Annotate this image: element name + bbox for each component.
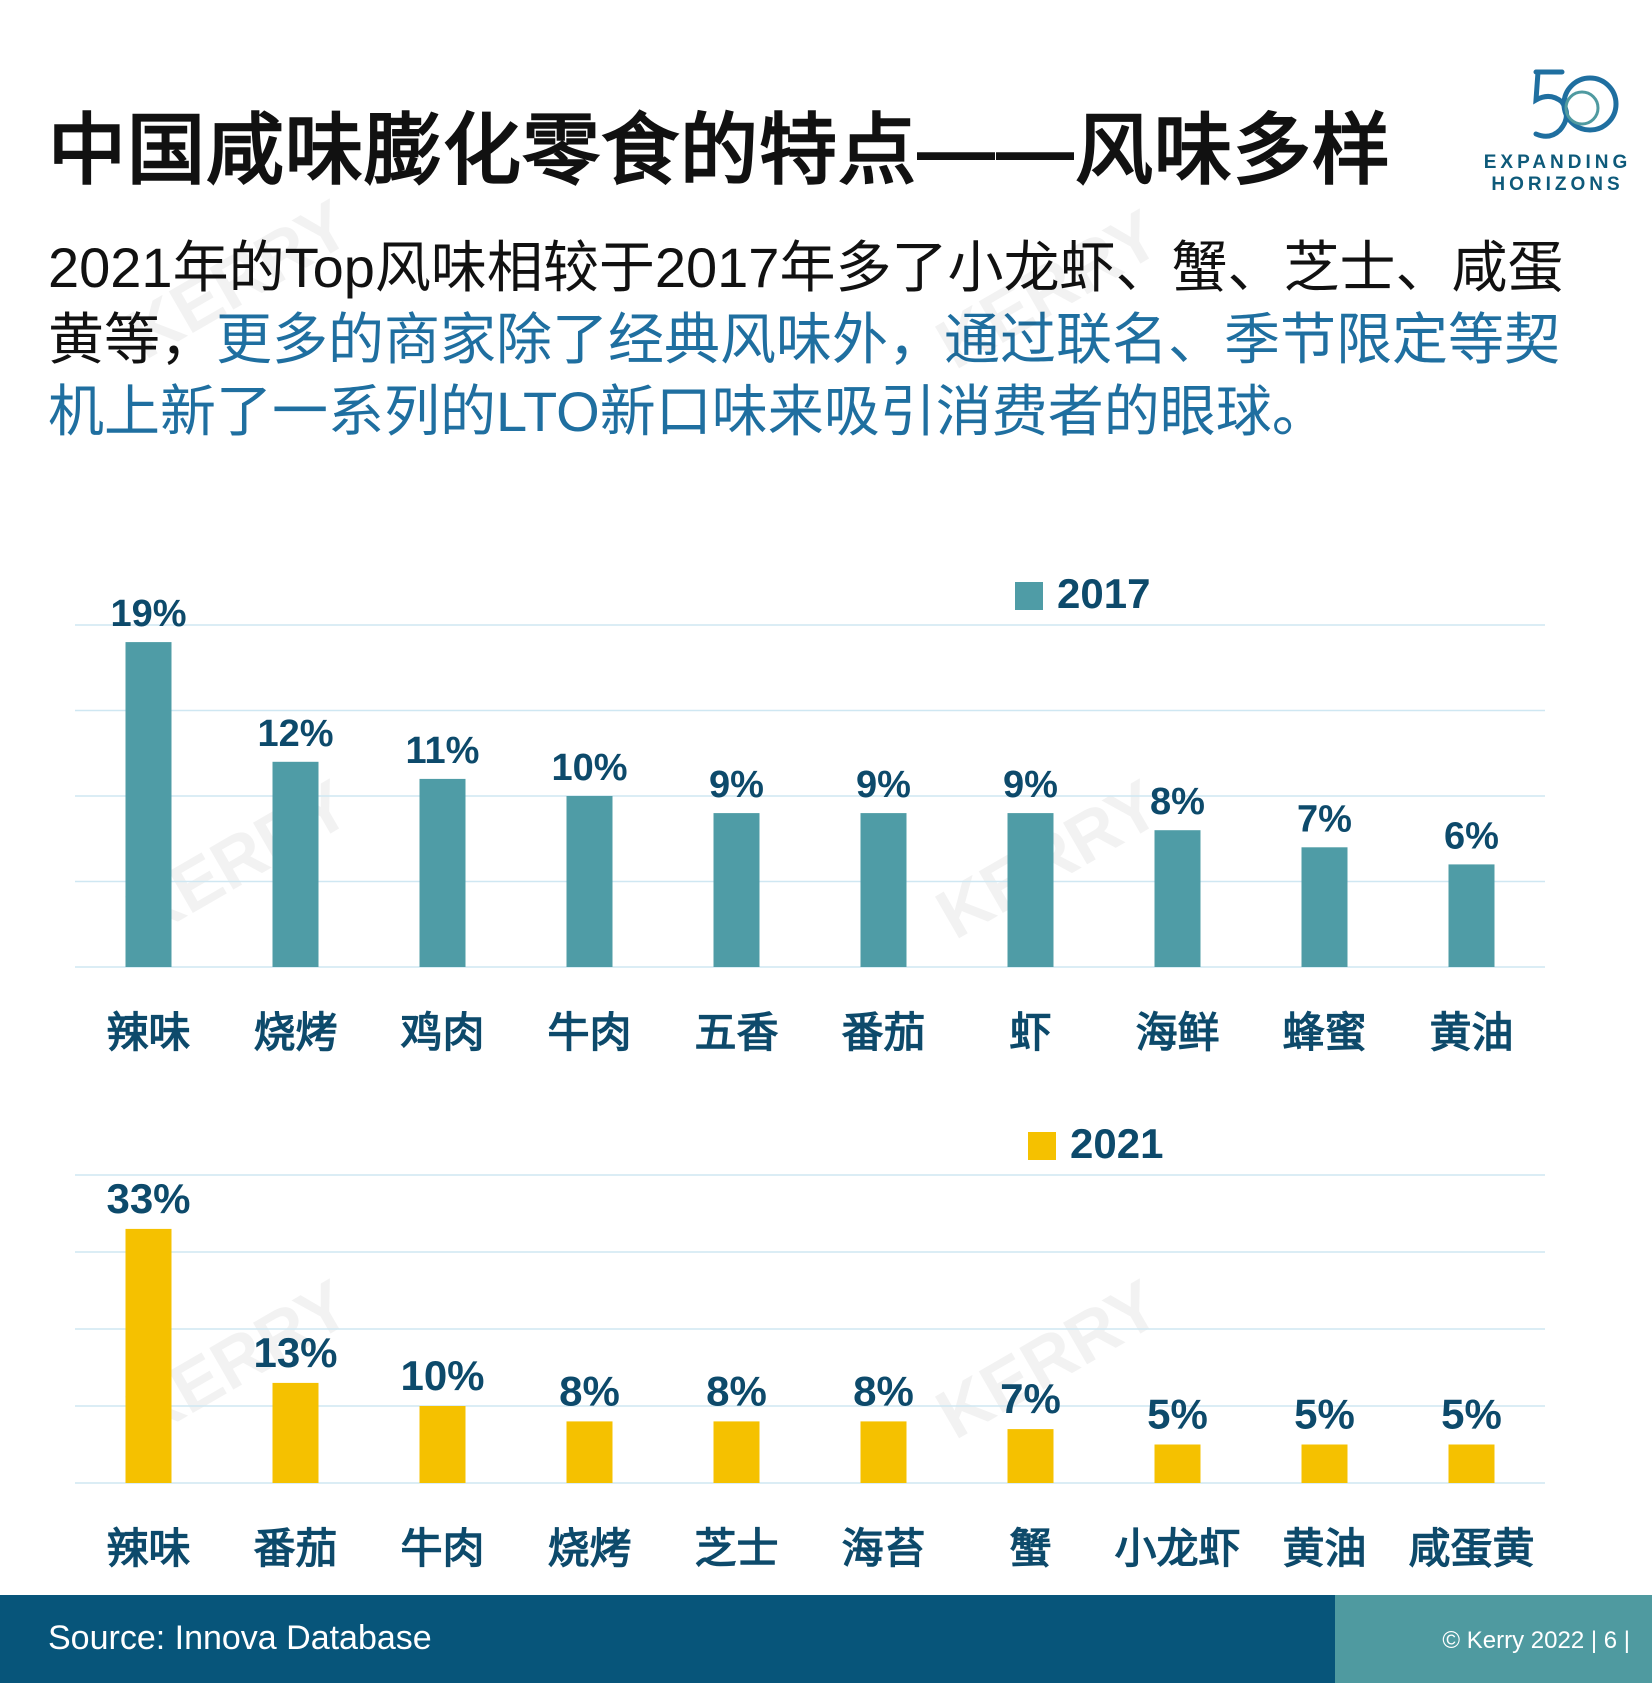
- bar: [1301, 847, 1348, 967]
- category-label: 五香: [694, 1008, 778, 1057]
- category-label: 烧烤: [547, 1524, 631, 1573]
- logo: EXPANDING HORIZONS: [1470, 60, 1645, 200]
- category-label: 番茄: [253, 1524, 337, 1573]
- lead-paragraph: 2021年的Top风味相较于2017年多了小龙虾、蟹、芝士、咸蛋黄等，更多的商家…: [48, 232, 1608, 448]
- data-label: 8%: [853, 1367, 914, 1414]
- category-label: 蜂蜜: [1282, 1008, 1366, 1057]
- bar-charts: KERRYKERRYKERRYKERRYKERRYKERRY201719%辣味1…: [75, 185, 1545, 1573]
- logo-tagline-2: HORIZONS: [1491, 174, 1624, 195]
- category-label: 鸡肉: [400, 1008, 484, 1057]
- logo-tagline-1: EXPANDING: [1483, 152, 1632, 173]
- source-note: Source: Innova Database: [48, 1619, 432, 1657]
- data-label: 10%: [400, 1352, 484, 1399]
- data-label: 11%: [406, 730, 480, 772]
- bar: [1301, 1444, 1348, 1483]
- bar: [125, 642, 172, 967]
- category-label: 番茄: [841, 1008, 925, 1057]
- bar: [125, 1228, 172, 1483]
- logo-50-mark: [1533, 69, 1619, 139]
- data-label: 7%: [1297, 798, 1352, 840]
- watermark-text: KERRY: [924, 195, 1173, 384]
- bar: [1448, 864, 1495, 967]
- bar: [419, 778, 466, 967]
- data-label: 19%: [110, 593, 186, 635]
- data-label: 9%: [709, 764, 764, 806]
- copyright-text: © Kerry 2022 | 6 |: [1442, 1627, 1630, 1654]
- bar: [1007, 813, 1054, 967]
- legend-label: 2021: [1070, 1120, 1163, 1167]
- data-label: 13%: [253, 1329, 337, 1376]
- legend-label: 2017: [1057, 570, 1150, 617]
- bar: [566, 796, 613, 967]
- data-label: 12%: [257, 713, 333, 755]
- data-label: 5%: [1147, 1391, 1208, 1438]
- bar: [1448, 1444, 1495, 1483]
- footer: Source: Innova Database © Kerry 2022 | 6…: [0, 1595, 1652, 1683]
- page-title: 中国咸味膨化零食的特点——风味多样: [48, 106, 1392, 194]
- category-label: 虾: [1009, 1008, 1051, 1057]
- bar: [566, 1421, 613, 1483]
- bar: [272, 1382, 319, 1483]
- category-label: 小龙虾: [1114, 1524, 1240, 1573]
- watermark-text: KERRY: [114, 185, 363, 374]
- footer-right-band: © Kerry 2022 | 6 |: [1335, 1595, 1652, 1683]
- category-label: 牛肉: [400, 1524, 484, 1573]
- bar: [713, 1421, 760, 1483]
- bar: [1154, 830, 1201, 967]
- data-label: 5%: [1294, 1391, 1355, 1438]
- category-label: 辣味: [106, 1008, 190, 1057]
- data-label: 6%: [1444, 815, 1499, 857]
- data-label: 7%: [1000, 1375, 1061, 1422]
- data-label: 10%: [551, 747, 627, 789]
- legend-swatch: [1015, 582, 1043, 610]
- lead-highlight-text: 更多的商家除了经典风味外，通过联名、季节限定等契机上新了一系列的LTO新口味来吸…: [48, 308, 1560, 443]
- category-label: 海鲜: [1135, 1008, 1219, 1057]
- category-label: 蟹: [1009, 1524, 1051, 1573]
- data-label: 9%: [856, 764, 911, 806]
- category-label: 黄油: [1429, 1008, 1513, 1057]
- data-label: 33%: [106, 1175, 190, 1222]
- category-label: 牛肉: [547, 1008, 631, 1057]
- data-label: 8%: [559, 1367, 620, 1414]
- watermark-text: KERRY: [924, 1265, 1173, 1454]
- category-label: 辣味: [106, 1524, 190, 1573]
- category-label: 咸蛋黄: [1408, 1524, 1534, 1573]
- bar: [272, 761, 319, 967]
- bar: [860, 813, 907, 967]
- data-label: 8%: [1150, 781, 1205, 823]
- category-label: 芝士: [694, 1524, 778, 1573]
- legend-swatch: [1028, 1132, 1056, 1160]
- bar: [860, 1421, 907, 1483]
- data-label: 9%: [1003, 764, 1058, 806]
- bar: [1007, 1429, 1054, 1483]
- bar: [419, 1406, 466, 1483]
- data-label: 5%: [1441, 1391, 1502, 1438]
- footer-left-band: Source: Innova Database: [0, 1595, 1335, 1683]
- bar: [1154, 1444, 1201, 1483]
- bar: [713, 813, 760, 967]
- category-label: 烧烤: [253, 1008, 337, 1057]
- category-label: 海苔: [841, 1524, 925, 1573]
- category-label: 黄油: [1282, 1524, 1366, 1573]
- data-label: 8%: [706, 1367, 767, 1414]
- lead-plain-text: 2021年的Top风味相较于2017年多了小龙虾、蟹、芝士、咸蛋黄等，: [48, 236, 1564, 371]
